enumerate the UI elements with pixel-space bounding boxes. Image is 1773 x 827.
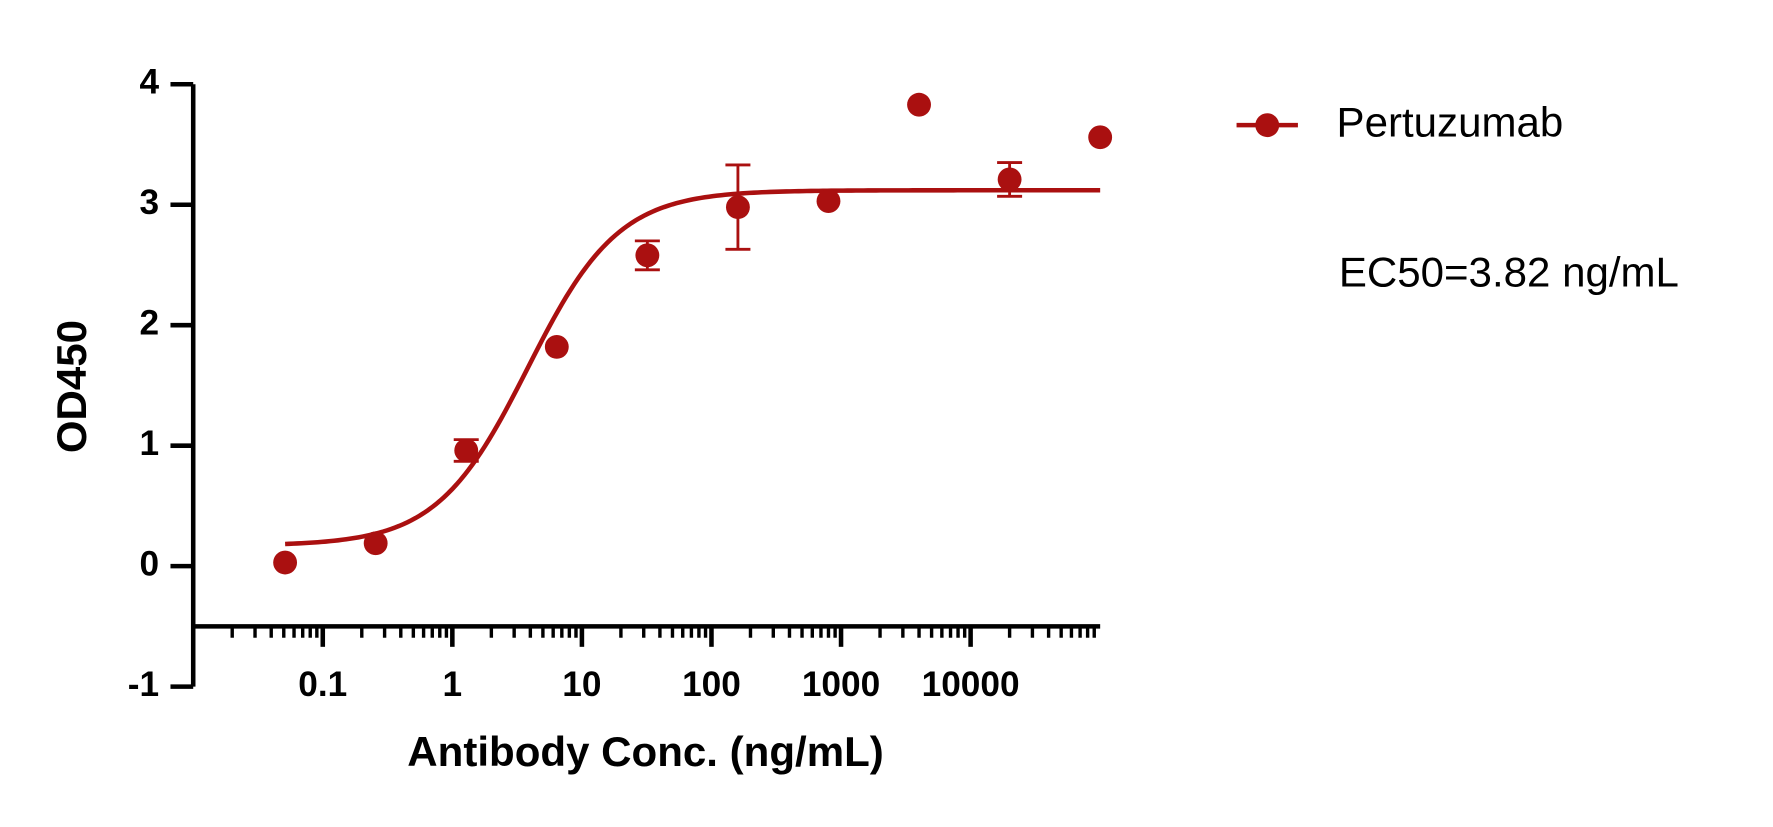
x-tick-label: 10000 <box>922 665 1020 704</box>
x-tick-label: 10 <box>562 665 601 704</box>
data-point <box>816 189 841 214</box>
legend-marker <box>1255 113 1280 138</box>
data-point <box>997 167 1022 192</box>
data-point <box>454 438 479 463</box>
y-tick-label: 4 <box>140 63 160 102</box>
data-point <box>273 550 298 575</box>
fit-curve <box>285 187 1101 547</box>
data-point <box>1088 125 1113 150</box>
x-tick-label: 0.1 <box>298 665 347 704</box>
y-tick-label: -1 <box>128 665 159 704</box>
y-tick-label: 0 <box>140 544 160 583</box>
y-tick-label: 3 <box>140 183 160 222</box>
legend-label: Pertuzumab <box>1337 98 1564 145</box>
data-point <box>363 531 388 556</box>
x-axis-title: Antibody Conc. (ng/mL) <box>407 728 883 775</box>
data-point <box>544 334 569 359</box>
data-point <box>635 243 660 268</box>
annotation: EC50=3.82 ng/mL <box>1339 248 1679 295</box>
data-point <box>725 195 750 220</box>
data-point <box>907 92 931 117</box>
x-tick-label: 1 <box>443 665 463 704</box>
x-tick-label: 100 <box>682 665 741 704</box>
y-tick-label: 2 <box>140 304 160 343</box>
x-tick-label: 1000 <box>802 665 880 704</box>
y-axis-title: OD450 <box>48 320 95 453</box>
y-tick-label: 1 <box>140 424 160 463</box>
